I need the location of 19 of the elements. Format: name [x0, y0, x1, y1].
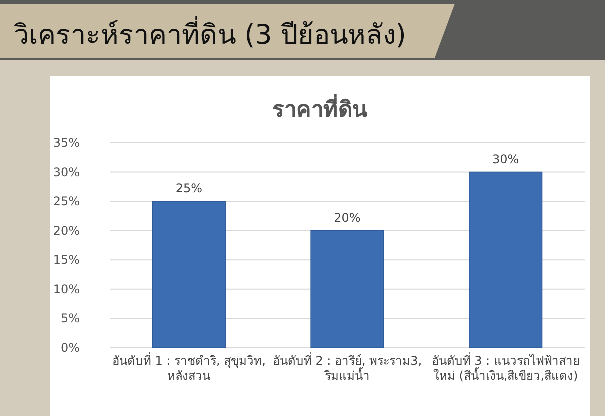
- x-tick-label: อันดับที่ 2 : อารีย์, พระราม3, ริมแม่น้ำ: [272, 354, 424, 384]
- y-tick-label: 5%: [60, 312, 80, 326]
- x-tick-label: อันดับที่ 1 : ราชดำริ, สุขุมวิท, หลังสวน: [112, 354, 266, 384]
- y-tick-label: 0%: [60, 341, 80, 355]
- y-tick-label: 30%: [53, 165, 80, 180]
- bar: [152, 201, 226, 348]
- y-tick-label: 10%: [53, 282, 80, 296]
- x-tick-label: อันดับที่ 3 : แนวรถไฟฟ้าสายใหม่ (สีน้ำเงิน,สีเขียว,สีแดง): [430, 354, 581, 384]
- y-tick-label: 15%: [53, 253, 80, 268]
- bar: [469, 172, 543, 348]
- y-tick-label: 35%: [53, 136, 80, 150]
- data-label: 20%: [334, 210, 361, 225]
- data-label: 30%: [492, 152, 520, 166]
- chart-title: วิเคราะห์ราคาที่ดิน (3 ปีย้อนหลัง): [14, 16, 406, 51]
- chart-subtitle: ราคาที่ดิน: [272, 93, 368, 123]
- y-tick-label: 25%: [53, 194, 80, 209]
- data-label: 25%: [176, 182, 203, 196]
- y-tick-label: 20%: [53, 224, 80, 238]
- bar: [310, 230, 384, 348]
